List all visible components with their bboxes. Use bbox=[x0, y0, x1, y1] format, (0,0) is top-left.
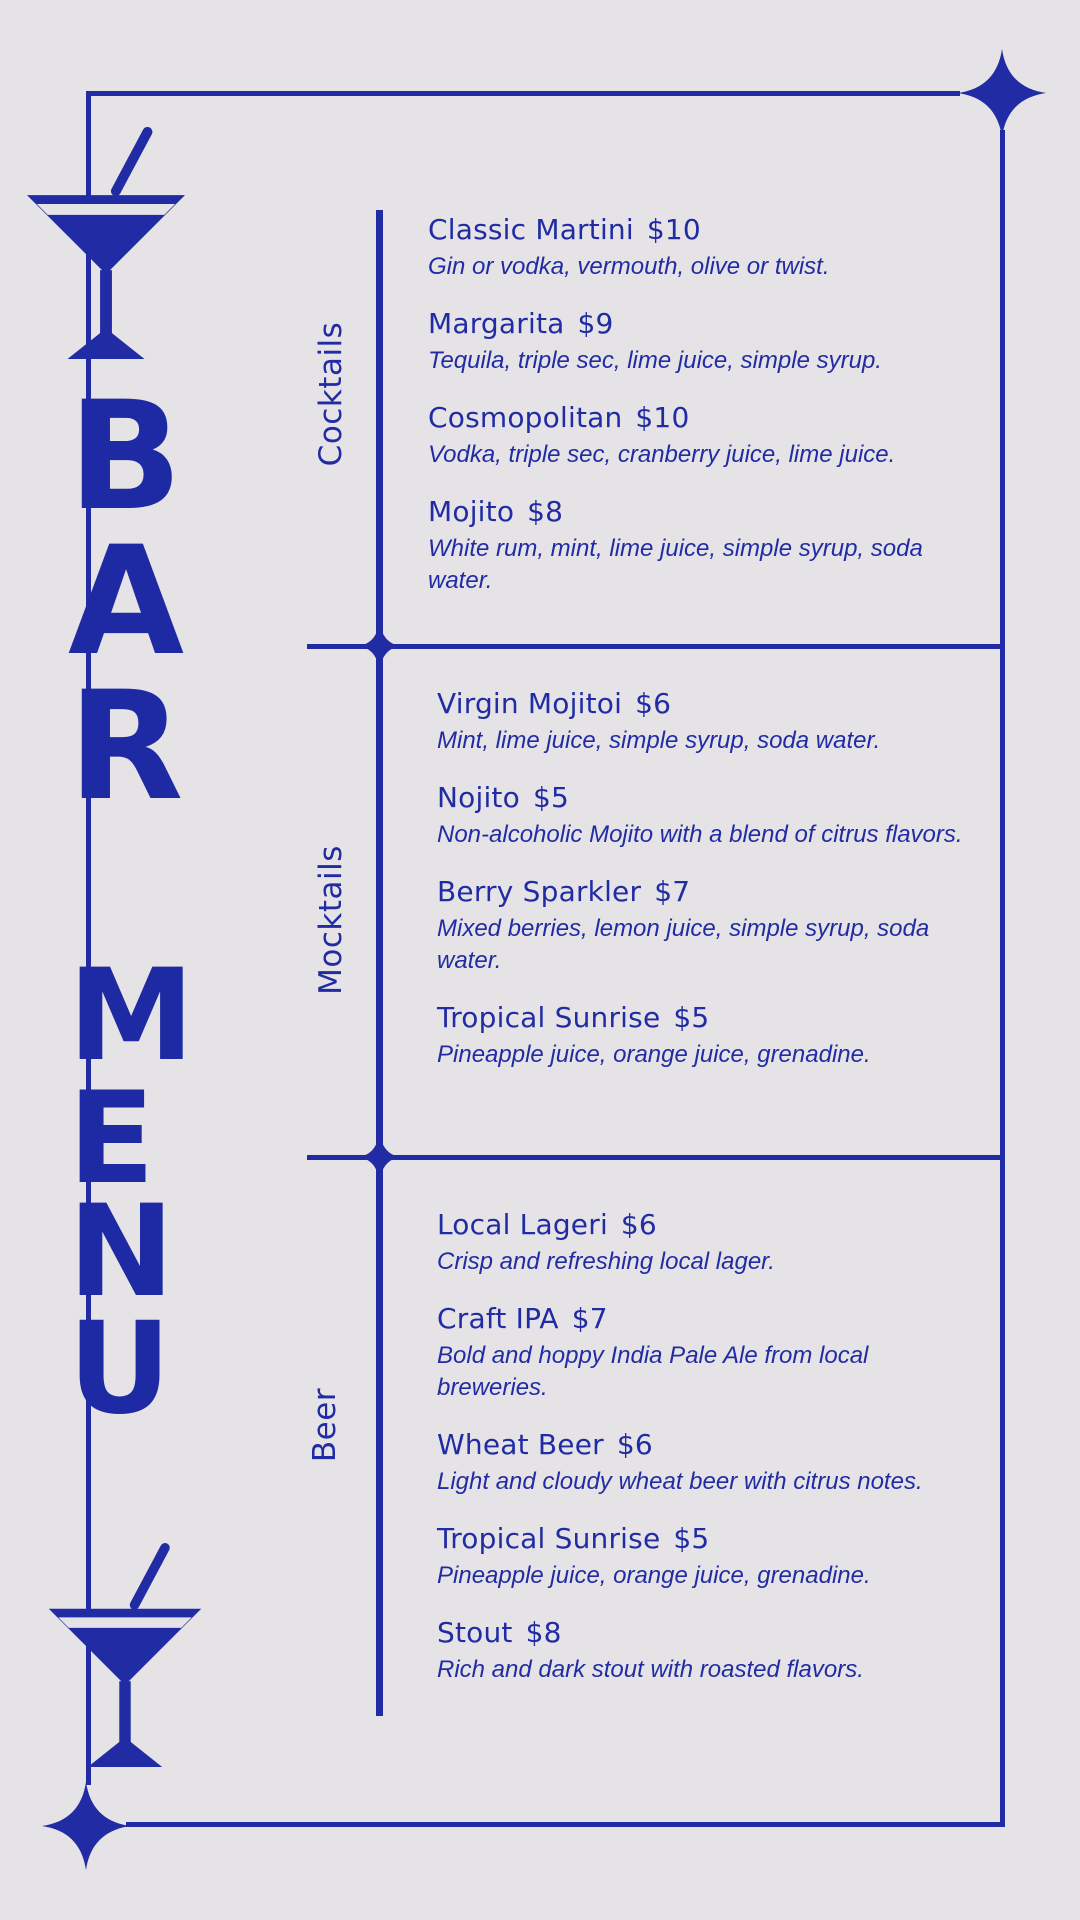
item-description: Pineapple juice, orange juice, grenadine… bbox=[437, 1040, 871, 1068]
mocktails-list: Virgin Mojitoi $6 Mint, lime juice, simpl… bbox=[437, 686, 1037, 1094]
menu-item: Classic Martini $10 Gin or vodka, vermout… bbox=[428, 212, 1028, 283]
item-name: Cosmopolitan bbox=[428, 400, 623, 434]
item-price: $10 bbox=[635, 400, 690, 434]
item-price: $6 bbox=[620, 1208, 657, 1241]
item-name: Craft IPA bbox=[437, 1301, 559, 1335]
cocktails-list: Classic Martini $10 Gin or vodka, vermout… bbox=[428, 212, 1028, 620]
item-description: Gin or vodka, vermouth, olive or twist. bbox=[428, 253, 830, 280]
menu-item: Local Lageri $6 Crisp and refreshing loca… bbox=[437, 1207, 1037, 1278]
title-letter: M bbox=[68, 941, 195, 1089]
item-description: Non-alcoholic Mojito with a blend of cit… bbox=[437, 820, 963, 848]
item-name: Wheat Beer bbox=[437, 1427, 604, 1461]
menu-item: Margarita $9 Tequila, triple sec, lime ju… bbox=[428, 306, 1028, 377]
section-rule-mocktails bbox=[376, 646, 383, 1157]
item-name: Tropical Sunrise bbox=[437, 1000, 661, 1034]
sparkle-top-right-icon bbox=[957, 48, 1047, 138]
menu-item: Virgin Mojitoi $6 Mint, lime juice, simpl… bbox=[437, 686, 1037, 757]
title-letter: B bbox=[68, 370, 183, 544]
item-name: Margarita bbox=[428, 306, 565, 340]
item-description: Crisp and refreshing local lager. bbox=[437, 1248, 775, 1275]
section-label-beer: Beer bbox=[307, 1387, 343, 1463]
item-name: Berry Sparkler bbox=[437, 874, 642, 908]
item-price: $5 bbox=[673, 1000, 710, 1034]
section-label-mocktails: Mocktails bbox=[313, 845, 349, 995]
item-name: Nojito bbox=[437, 780, 520, 814]
item-price: $10 bbox=[646, 213, 701, 246]
beer-list: Local Lageri $6 Crisp and refreshing loca… bbox=[437, 1207, 1037, 1708]
item-description: White rum, mint, lime juice, simple syru… bbox=[428, 534, 923, 594]
title-letter: E bbox=[68, 1064, 155, 1212]
menu-item: Craft IPA $7 Bold and hoppy India Pale Al… bbox=[437, 1301, 1037, 1404]
item-price: $6 bbox=[616, 1427, 653, 1461]
item-description: Rich and dark stout with roasted flavors… bbox=[437, 1655, 864, 1683]
item-price: $7 bbox=[654, 874, 691, 908]
title-letter: A bbox=[68, 515, 185, 689]
item-description: Vodka, triple sec, cranberry juice, lime… bbox=[428, 440, 896, 468]
title-letter: N bbox=[68, 1177, 175, 1325]
menu-item: Nojito $5 Non-alcoholic Mojito with a ble… bbox=[437, 780, 1037, 851]
section-divider bbox=[307, 644, 1004, 649]
frame-right-line bbox=[1000, 130, 1005, 1827]
item-name: Stout bbox=[437, 1615, 513, 1649]
item-price: $5 bbox=[532, 780, 569, 814]
frame-left-line bbox=[86, 91, 91, 1785]
title-letter: R bbox=[68, 660, 184, 834]
menu-item: Tropical Sunrise $5 Pineapple juice, oran… bbox=[437, 1521, 1037, 1592]
item-description: Light and cloudy wheat beer with citrus … bbox=[437, 1467, 923, 1495]
item-price: $5 bbox=[673, 1521, 710, 1555]
item-description: Mint, lime juice, simple syrup, soda wat… bbox=[437, 727, 881, 754]
section-label-cocktails: Cocktails bbox=[313, 321, 349, 467]
item-price: $7 bbox=[571, 1301, 608, 1335]
item-price: $8 bbox=[525, 1615, 562, 1649]
item-price: $9 bbox=[577, 306, 614, 340]
title-letter: U bbox=[68, 1294, 172, 1442]
section-rule-cocktails bbox=[376, 210, 383, 646]
menu-item: Mojito $8 White rum, mint, lime juice, si… bbox=[428, 494, 1028, 597]
section-rule-beer bbox=[376, 1157, 383, 1716]
martini-glass-icon bbox=[22, 124, 190, 361]
section-divider bbox=[307, 1155, 1004, 1160]
menu-item: Wheat Beer $6 Light and cloudy wheat beer… bbox=[437, 1427, 1037, 1498]
item-price: $8 bbox=[527, 494, 564, 528]
item-description: Mixed berries, lemon juice, simple syrup… bbox=[437, 914, 930, 974]
item-description: Tequila, triple sec, lime juice, simple … bbox=[428, 346, 882, 374]
item-name: Local Lageri bbox=[437, 1208, 608, 1241]
frame-bottom-line bbox=[126, 1822, 1005, 1827]
menu-item: Cosmopolitan $10 Vodka, triple sec, cranb… bbox=[428, 400, 1028, 471]
item-description: Pineapple juice, orange juice, grenadine… bbox=[437, 1561, 871, 1589]
sparkle-bottom-left-icon bbox=[41, 1781, 131, 1871]
item-name: Virgin Mojitoi bbox=[437, 687, 623, 720]
item-name: Classic Martini bbox=[428, 213, 634, 246]
item-description: Bold and hoppy India Pale Ale from local… bbox=[437, 1341, 869, 1401]
menu-item: Stout $8 Rich and dark stout with roasted… bbox=[437, 1615, 1037, 1686]
frame-top-line bbox=[88, 91, 960, 96]
item-price: $6 bbox=[635, 687, 672, 720]
menu-item: Tropical Sunrise $5 Pineapple juice, oran… bbox=[437, 1000, 1037, 1071]
menu-item: Berry Sparkler $7 Mixed berries, lemon ju… bbox=[437, 874, 1037, 977]
item-name: Tropical Sunrise bbox=[437, 1521, 661, 1555]
item-name: Mojito bbox=[428, 494, 515, 528]
martini-glass-icon bbox=[44, 1540, 206, 1769]
